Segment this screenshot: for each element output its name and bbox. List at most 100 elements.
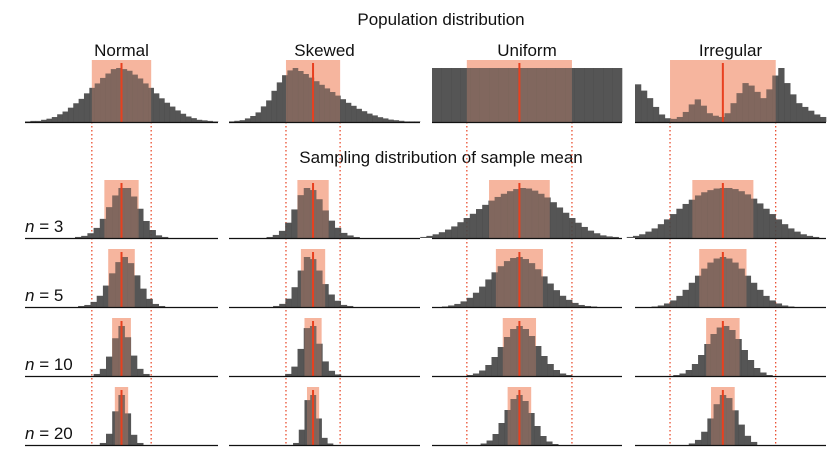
histogram-bar xyxy=(713,404,721,445)
histogram-bar xyxy=(137,368,144,376)
histogram-bar xyxy=(820,116,827,122)
histogram-bars xyxy=(635,68,827,122)
histogram-bar xyxy=(169,106,176,122)
histogram-bar xyxy=(812,236,820,238)
histogram-bar xyxy=(528,263,536,307)
histogram-bar xyxy=(96,295,104,307)
histogram-bar xyxy=(569,218,576,238)
histogram-bar xyxy=(432,68,442,122)
histogram-bar xyxy=(250,116,256,122)
histogram-bar xyxy=(673,375,680,376)
histogram-bars xyxy=(432,68,623,122)
histogram-bar xyxy=(775,303,783,307)
histogram-bar xyxy=(784,83,791,122)
histogram-bar xyxy=(155,235,163,238)
histogram-bar xyxy=(584,305,591,307)
histogram-bar xyxy=(87,233,94,238)
histogram-bar xyxy=(503,337,511,376)
histogram-bar xyxy=(41,119,47,122)
histogram-bar xyxy=(800,234,807,238)
histogram-bar xyxy=(694,275,702,307)
histogram-bar xyxy=(547,283,554,307)
histogram-bar xyxy=(741,350,748,376)
row-label-2: n = 5 xyxy=(25,286,63,305)
histogram-bar xyxy=(266,100,272,122)
histogram-bar xyxy=(164,102,171,122)
histogram-bar xyxy=(550,202,557,238)
chart-title: Population distribution xyxy=(357,10,524,29)
histogram-bar xyxy=(469,213,477,238)
histogram-bar xyxy=(137,78,144,122)
histogram-bar xyxy=(716,327,724,376)
histogram-bar xyxy=(142,83,149,122)
histogram-bar xyxy=(744,275,752,307)
histogram-bar xyxy=(590,306,598,307)
histogram-bar xyxy=(534,346,542,376)
histogram-bar xyxy=(479,370,486,376)
histogram-bar xyxy=(553,290,560,307)
histogram-bar xyxy=(130,434,138,445)
histogram-bar xyxy=(78,305,85,307)
row-label-value: = 3 xyxy=(34,217,63,236)
histogram-bar xyxy=(303,328,311,376)
histogram-bar xyxy=(700,105,707,122)
histogram-bar xyxy=(676,116,684,122)
histogram-bar xyxy=(271,90,278,122)
histogram-bar xyxy=(635,84,642,122)
histogram-bar xyxy=(99,218,107,238)
histogram-bar xyxy=(559,373,567,376)
histogram-bar xyxy=(448,305,455,307)
histogram-bar xyxy=(451,226,458,238)
histogram-bar xyxy=(432,234,440,238)
histogram-bar xyxy=(106,356,113,376)
histogram-bar xyxy=(329,92,336,122)
histogram-bar xyxy=(340,232,348,238)
histogram-bar xyxy=(472,292,480,307)
histogram-bar xyxy=(315,418,322,445)
histogram-bar xyxy=(513,189,520,238)
histogram-bar xyxy=(706,113,713,122)
histogram-bar xyxy=(593,233,601,238)
histogram-bar xyxy=(685,370,693,376)
histogram-bar xyxy=(808,110,815,122)
histogram-bar xyxy=(538,193,545,238)
histogram-bar xyxy=(196,119,203,122)
histogram-bar xyxy=(377,117,384,122)
histogram-bar xyxy=(531,190,539,238)
histogram-bar xyxy=(540,436,547,445)
histogram-bar xyxy=(292,68,299,122)
histogram-bar xyxy=(790,94,797,122)
panel-1-1 xyxy=(229,180,420,240)
histogram-bar xyxy=(460,301,467,307)
histogram-bar xyxy=(89,87,95,122)
histogram-bar xyxy=(750,198,758,238)
histogram-bar xyxy=(279,303,286,307)
histogram-bar xyxy=(78,98,85,122)
histogram-bar xyxy=(500,193,508,238)
histogram-bar xyxy=(93,227,101,238)
histogram-bar xyxy=(682,111,690,122)
histogram-bar xyxy=(704,344,711,376)
histogram-bar xyxy=(519,188,526,238)
histogram-bar xyxy=(62,111,69,122)
histogram-bar xyxy=(670,118,678,122)
histogram-bar xyxy=(345,102,352,122)
histogram-bar xyxy=(319,84,325,122)
histogram-bar xyxy=(99,368,107,376)
histogram-bar xyxy=(600,235,607,238)
histogram-bar xyxy=(510,258,517,307)
panel-1-4 xyxy=(229,387,420,447)
panel-2-4 xyxy=(432,387,622,447)
panel-1-2 xyxy=(229,249,420,309)
row-label-variable: n xyxy=(25,286,34,305)
histogram-bar xyxy=(565,299,573,307)
histogram-bar xyxy=(794,231,801,238)
histogram-bar xyxy=(276,82,283,122)
histogram-bar xyxy=(316,270,323,307)
histogram-bar xyxy=(507,191,514,238)
histogram-bar xyxy=(555,68,566,122)
panel-3-1 xyxy=(626,180,826,240)
histogram-bar xyxy=(536,68,547,122)
histogram-bar xyxy=(486,440,493,445)
column-header-0: Normal xyxy=(94,41,149,60)
